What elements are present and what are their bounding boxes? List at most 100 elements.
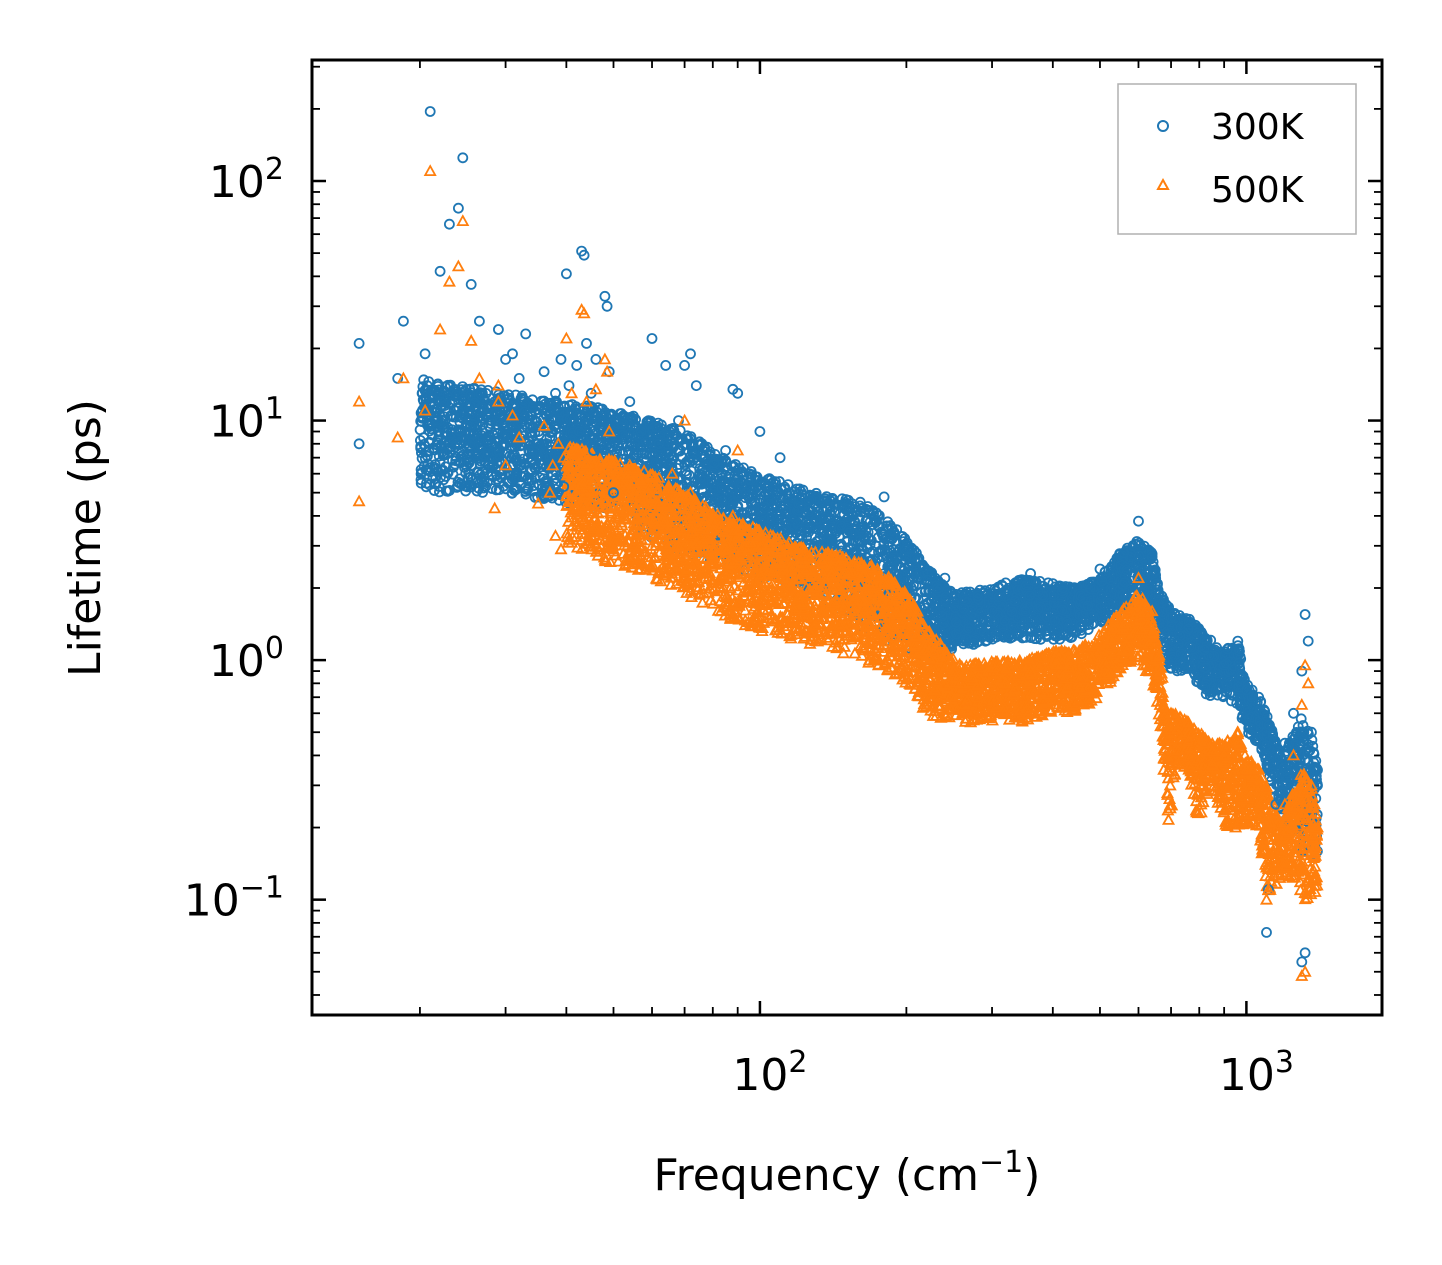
band-point — [476, 412, 488, 424]
band-point — [537, 490, 549, 501]
band-point — [522, 483, 534, 495]
band-point — [526, 448, 538, 460]
band-point — [481, 433, 493, 445]
band-point — [416, 387, 428, 399]
band-point — [630, 414, 641, 425]
band-point — [494, 471, 506, 483]
band-point — [416, 467, 428, 478]
band-point — [527, 400, 539, 412]
dense-point-bands — [414, 374, 1324, 905]
band-point — [624, 413, 636, 425]
band-point — [517, 394, 529, 406]
band-point — [523, 445, 535, 457]
band-point — [592, 402, 604, 414]
band-point — [548, 474, 560, 486]
band-point — [481, 477, 493, 489]
band-point — [511, 472, 523, 484]
band-point — [478, 450, 490, 461]
band-point — [475, 388, 487, 400]
band-point — [534, 472, 546, 484]
band-point — [538, 439, 550, 451]
band-point — [487, 458, 499, 470]
band-point — [442, 467, 454, 479]
band-point — [640, 436, 652, 448]
band-point — [658, 429, 670, 441]
band-point — [650, 421, 662, 433]
band-point — [508, 400, 520, 412]
band-point — [515, 416, 527, 428]
band-point — [593, 436, 604, 448]
band-point — [439, 400, 451, 411]
band-point — [544, 398, 556, 410]
band-point — [473, 482, 485, 494]
band-point — [507, 449, 518, 461]
band-point — [453, 437, 465, 449]
band-point — [449, 458, 461, 470]
band-point — [628, 442, 639, 453]
band-point — [415, 474, 427, 486]
band-point — [491, 415, 502, 427]
band-point — [418, 374, 430, 386]
band-point — [544, 431, 556, 443]
band-point — [440, 461, 452, 473]
band-point — [469, 397, 481, 409]
band-point — [419, 452, 431, 464]
band-point — [448, 411, 460, 423]
band-point — [615, 445, 626, 457]
band-point — [506, 487, 518, 499]
band-point — [471, 477, 483, 489]
band-point — [430, 410, 442, 422]
band-point — [654, 445, 666, 457]
band-point — [458, 435, 470, 447]
band-point — [650, 457, 662, 468]
band-point — [674, 424, 686, 436]
band-point — [418, 438, 430, 450]
band-point — [423, 436, 435, 448]
band-point — [532, 491, 543, 503]
band-point — [463, 457, 475, 469]
band-point — [566, 399, 578, 410]
band-point — [459, 409, 471, 421]
band-point — [503, 389, 515, 401]
band-point — [541, 410, 553, 422]
band-point — [618, 410, 629, 422]
band-point — [433, 486, 445, 498]
band-point — [454, 478, 466, 489]
band-point — [594, 414, 606, 426]
band-point — [445, 432, 457, 444]
band-point — [537, 470, 549, 481]
band-point — [415, 415, 427, 427]
band-point — [529, 415, 541, 427]
band-point — [532, 450, 544, 461]
band-point — [437, 422, 449, 434]
band-point — [501, 430, 513, 442]
band-point — [432, 380, 444, 392]
band-point — [661, 456, 673, 468]
band-point — [442, 422, 454, 434]
band-point — [436, 446, 448, 458]
band-point — [471, 424, 483, 436]
band-point — [454, 473, 466, 485]
band-point — [430, 473, 442, 485]
band-point — [476, 466, 488, 478]
band-point — [485, 418, 497, 430]
band-point — [655, 457, 667, 469]
band-point — [512, 457, 523, 469]
band-point — [429, 459, 441, 471]
band-point — [462, 419, 473, 431]
band-point — [509, 406, 521, 418]
band-point — [567, 427, 579, 439]
band-point — [581, 417, 592, 429]
band-point — [423, 479, 435, 491]
band-point — [468, 433, 480, 445]
band-point — [589, 424, 601, 436]
band-point — [453, 425, 465, 437]
band-point — [472, 453, 484, 464]
band-point — [446, 397, 458, 409]
band-point — [578, 402, 590, 414]
band-point — [450, 451, 462, 463]
band-point — [612, 418, 624, 430]
band-point — [460, 467, 472, 479]
band-point — [550, 423, 561, 435]
